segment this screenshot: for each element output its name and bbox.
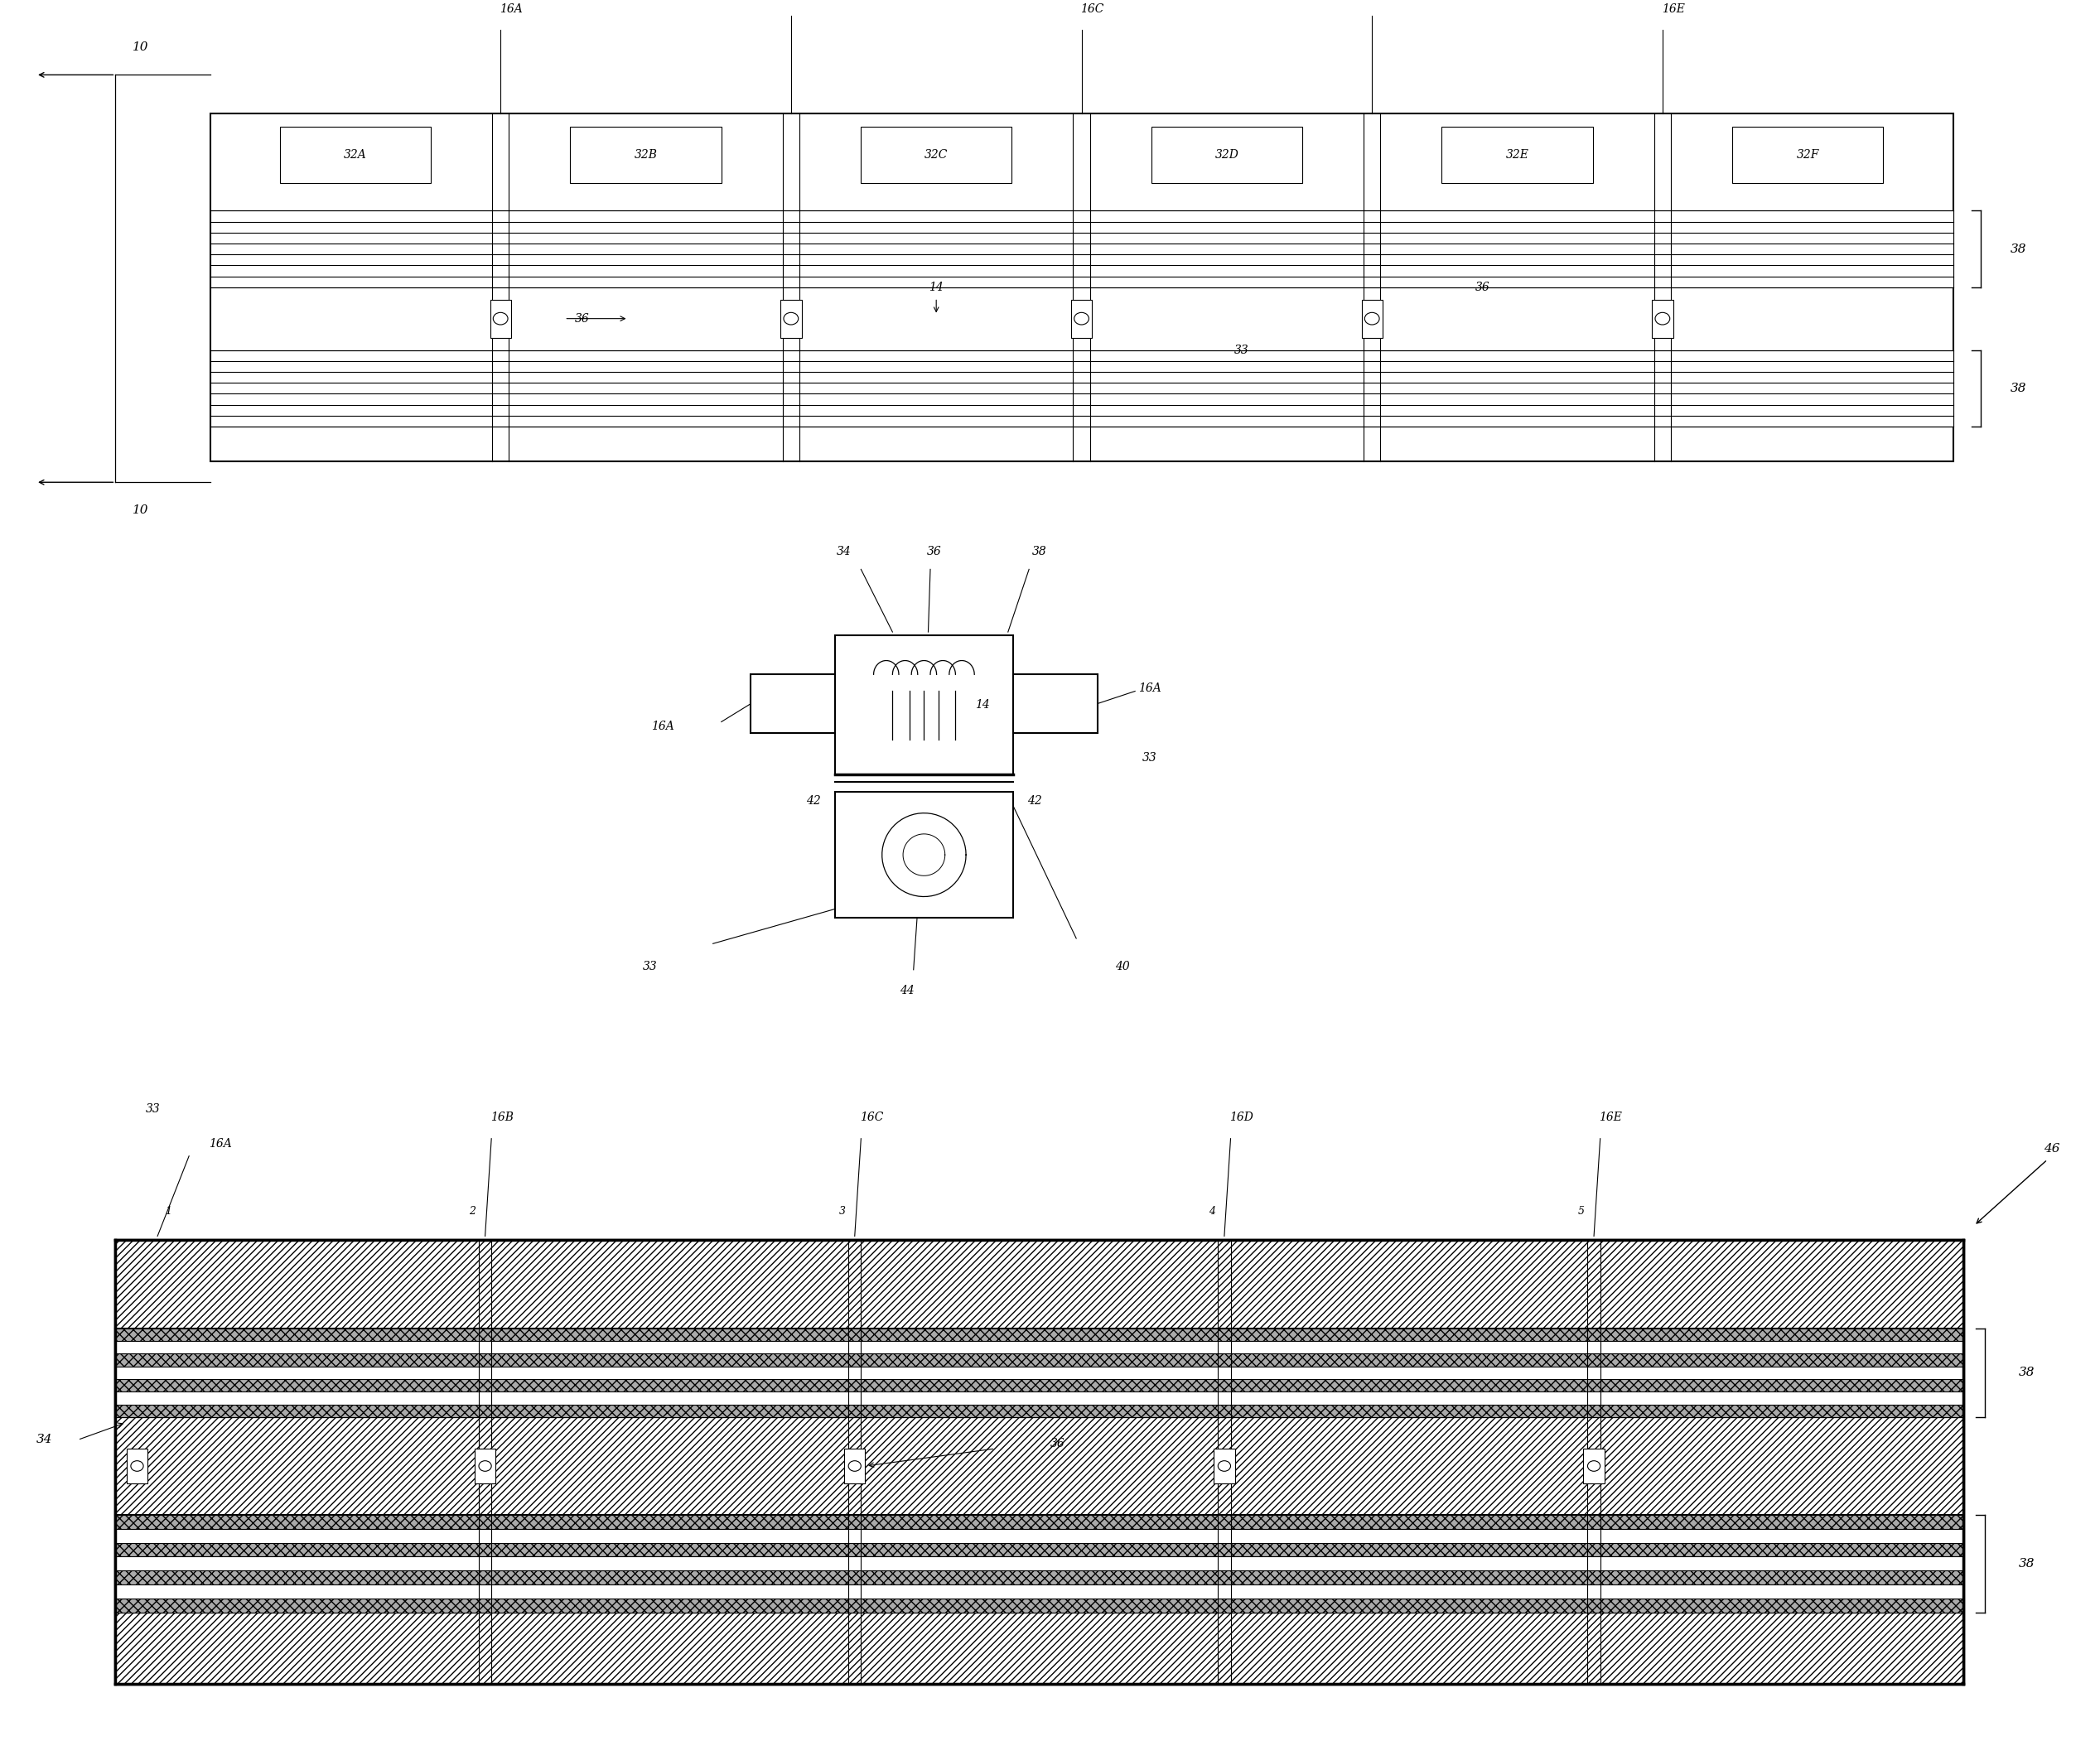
Text: 32E: 32E	[1506, 150, 1529, 160]
Bar	[116, 1405, 1964, 1417]
Bar	[475, 1449, 496, 1483]
Bar	[210, 350, 1953, 427]
Bar	[116, 1240, 1964, 1684]
Bar	[836, 635, 1012, 775]
Bar	[116, 1529, 1964, 1543]
Bar	[861, 127, 1012, 183]
Text: 16C: 16C	[1079, 3, 1105, 14]
Text: 16B: 16B	[489, 1112, 514, 1123]
Bar	[116, 1543, 1964, 1556]
Text: 16A: 16A	[1138, 682, 1161, 695]
Bar	[116, 1379, 1964, 1391]
Text: 16C: 16C	[859, 1112, 884, 1123]
Text: 3: 3	[838, 1207, 846, 1217]
Bar	[116, 1598, 1964, 1612]
Bar	[1732, 127, 1884, 183]
Bar	[781, 299, 802, 338]
Bar	[116, 1405, 1964, 1417]
Text: 33: 33	[643, 961, 657, 971]
Text: 32F: 32F	[1796, 150, 1819, 160]
Bar	[489, 299, 510, 338]
Bar	[116, 1354, 1964, 1367]
Bar	[116, 1328, 1964, 1341]
Bar	[116, 1543, 1964, 1556]
Text: 46: 46	[2043, 1144, 2060, 1154]
Text: 40: 40	[1115, 961, 1130, 971]
Text: 38: 38	[2018, 1367, 2035, 1379]
Text: 10: 10	[132, 42, 149, 52]
Bar	[1151, 127, 1302, 183]
Text: 16A: 16A	[210, 1139, 231, 1149]
Bar	[116, 1341, 1964, 1354]
Text: 38: 38	[2010, 383, 2026, 393]
Text: 33: 33	[1235, 345, 1250, 355]
Bar	[116, 1515, 1964, 1612]
Text: 34: 34	[36, 1435, 53, 1445]
Text: 36: 36	[1050, 1438, 1065, 1449]
Bar	[116, 1417, 1964, 1515]
Bar	[126, 1449, 147, 1483]
Text: 34: 34	[836, 547, 853, 557]
Bar	[116, 1584, 1964, 1598]
Text: 5: 5	[1577, 1207, 1586, 1217]
Text: 38: 38	[2010, 244, 2026, 254]
Bar	[752, 674, 836, 733]
Text: 10: 10	[132, 505, 149, 515]
Bar	[1012, 674, 1096, 733]
Bar	[571, 127, 720, 183]
Bar	[1583, 1449, 1604, 1483]
Bar	[116, 1612, 1964, 1684]
Text: 38: 38	[1031, 547, 1048, 557]
Text: 36: 36	[1474, 282, 1489, 292]
Bar	[116, 1379, 1964, 1391]
Bar	[1071, 299, 1092, 338]
Bar	[116, 1556, 1964, 1570]
Text: 32A: 32A	[344, 150, 367, 160]
Text: 38: 38	[2018, 1558, 2035, 1569]
Text: 16D: 16D	[1228, 1112, 1254, 1123]
Bar	[279, 127, 430, 183]
Bar	[1214, 1449, 1235, 1483]
Text: 33: 33	[1142, 752, 1157, 764]
Bar	[1653, 299, 1674, 338]
Text: 4: 4	[1208, 1207, 1216, 1217]
Text: 44: 44	[899, 985, 916, 996]
Bar	[116, 1367, 1964, 1379]
Bar	[844, 1449, 865, 1483]
Bar	[116, 1328, 1964, 1341]
Bar	[116, 1570, 1964, 1584]
Bar	[116, 1240, 1964, 1328]
Text: 36: 36	[575, 313, 590, 324]
Text: 1: 1	[164, 1207, 172, 1217]
Bar	[116, 1570, 1964, 1584]
Text: 16A: 16A	[500, 3, 523, 14]
Bar	[116, 1515, 1964, 1529]
Bar	[210, 211, 1953, 287]
Text: 32D: 32D	[1214, 150, 1239, 160]
Text: 16A: 16A	[651, 721, 674, 731]
Bar	[116, 1515, 1964, 1529]
Text: 33: 33	[145, 1104, 162, 1114]
Text: 32B: 32B	[634, 150, 657, 160]
Text: 42: 42	[806, 796, 821, 806]
Bar	[116, 1391, 1964, 1405]
Bar	[210, 113, 1953, 461]
Text: 32C: 32C	[924, 150, 947, 160]
Bar	[116, 1328, 1964, 1417]
Text: 42: 42	[1027, 796, 1042, 806]
Text: 16E: 16E	[1661, 3, 1684, 14]
Bar	[836, 792, 1012, 918]
Bar	[116, 1598, 1964, 1612]
Text: 14: 14	[974, 700, 991, 710]
Bar	[1443, 127, 1592, 183]
Text: 16E: 16E	[1600, 1112, 1621, 1123]
Bar	[116, 1354, 1964, 1367]
Bar	[1361, 299, 1382, 338]
Text: 14: 14	[928, 282, 943, 292]
Text: 36: 36	[926, 547, 943, 557]
Text: 2: 2	[468, 1207, 477, 1217]
